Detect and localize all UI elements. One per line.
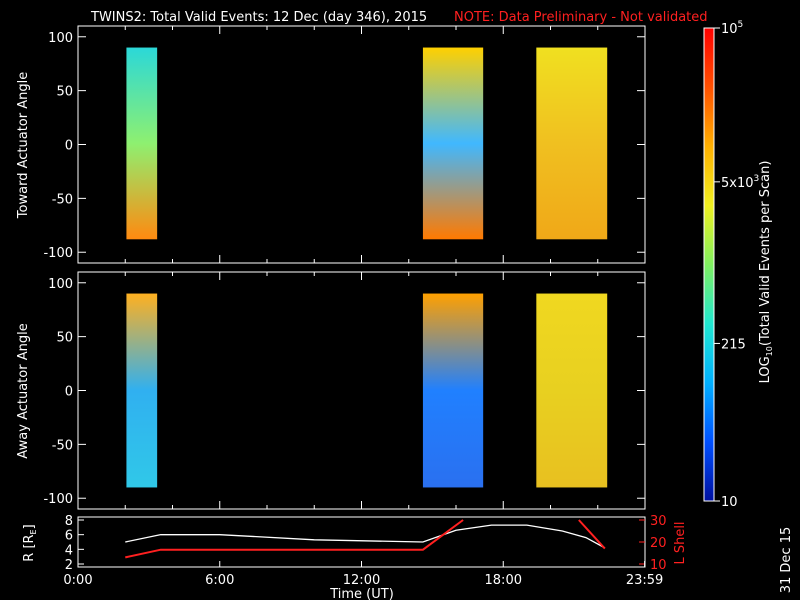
left-tick-label: 2 bbox=[65, 558, 73, 573]
toward-ylabel: Toward Actuator Angle bbox=[16, 72, 31, 219]
y-tick-label: -50 bbox=[52, 192, 73, 207]
away-panel: 100 50 0 -50 -100 Away Actuator Angle bbox=[16, 271, 646, 510]
y-tick-label: 100 bbox=[48, 31, 73, 46]
left-tick-label: 8 bbox=[65, 514, 73, 529]
time-xlabel: Time (UT) bbox=[329, 587, 394, 600]
y-tick-label: -100 bbox=[43, 246, 73, 261]
figure-title: TWINS2: Total Valid Events: 12 Dec (day … bbox=[90, 10, 427, 25]
toward-data-blocks bbox=[126, 47, 608, 240]
x-tick-label: 6:00 bbox=[205, 573, 234, 588]
generation-date: 31 Dec 15 bbox=[779, 527, 794, 594]
toward-panel: 100 50 0 -50 -100 Toward Actuator Angle bbox=[16, 25, 646, 264]
colorbar-gradient bbox=[703, 27, 715, 502]
data-block bbox=[126, 293, 158, 488]
toward-y-ticks: 100 50 0 -50 -100 bbox=[43, 26, 646, 263]
colorbar-tick-label: 215 bbox=[721, 337, 746, 352]
orbit-line bbox=[578, 519, 606, 550]
colorbar-tick-label: 105 bbox=[721, 20, 743, 37]
colorbar: 105 5x103 215 10 LOG10(Total Valid Events p… bbox=[703, 20, 774, 510]
preliminary-note: NOTE: Data Preliminary - Not validated bbox=[454, 10, 708, 25]
x-tick-label: 0:00 bbox=[63, 573, 92, 588]
right-tick-label: 30 bbox=[650, 514, 667, 529]
left-tick-label: 4 bbox=[65, 543, 73, 558]
away-y-ticks: 100 50 0 -50 -100 bbox=[43, 272, 646, 509]
data-block bbox=[536, 47, 608, 240]
y-tick-label: -50 bbox=[52, 438, 73, 453]
data-block bbox=[126, 47, 158, 240]
orbit-lines bbox=[125, 519, 606, 559]
y-tick-label: 100 bbox=[48, 277, 73, 292]
colorbar-tick-label: 10 bbox=[721, 495, 738, 510]
y-tick-label: 0 bbox=[65, 385, 73, 400]
away-ylabel: Away Actuator Angle bbox=[16, 323, 31, 458]
colorbar-ticks: 105 5x103 215 10 bbox=[714, 20, 759, 510]
y-tick-label: 50 bbox=[56, 331, 73, 346]
away-data-blocks bbox=[126, 293, 608, 488]
x-tick-label: 18:00 bbox=[485, 573, 522, 588]
orbit-line bbox=[125, 524, 606, 549]
x-tick-label: 12:00 bbox=[343, 573, 380, 588]
data-block bbox=[536, 293, 608, 488]
radius-ylabel: R [RE] bbox=[22, 524, 38, 561]
lshell-ylabel: L Shell bbox=[673, 521, 688, 564]
colorbar-label: LOG10(Total Valid Events per Scan) bbox=[758, 161, 774, 384]
y-tick-label: 50 bbox=[56, 85, 73, 100]
data-block bbox=[422, 47, 484, 240]
y-tick-label: 0 bbox=[65, 139, 73, 154]
left-tick-label: 6 bbox=[65, 529, 73, 544]
right-tick-label: 10 bbox=[650, 558, 667, 573]
x-tick-label: 23:59 bbox=[626, 573, 663, 588]
colorbar-tick-label: 5x103 bbox=[721, 174, 759, 191]
y-tick-label: -100 bbox=[43, 492, 73, 507]
orbit-line bbox=[125, 519, 464, 559]
data-block bbox=[422, 293, 484, 488]
orbit-panel-frame bbox=[77, 516, 646, 568]
right-tick-label: 20 bbox=[650, 536, 667, 551]
